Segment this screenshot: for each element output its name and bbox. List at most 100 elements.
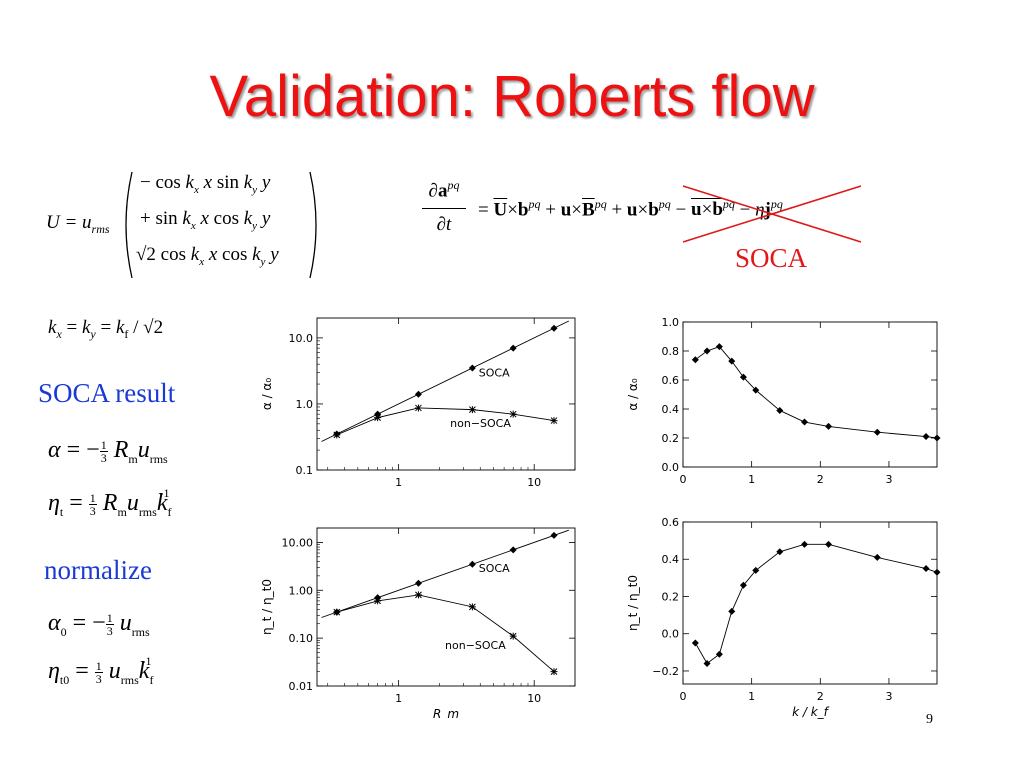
data-point — [550, 668, 558, 676]
data-point — [715, 650, 723, 658]
series-line — [694, 543, 938, 665]
x-axis-label: k / k_f — [792, 705, 830, 719]
data-point — [933, 434, 941, 442]
data-point — [873, 428, 881, 436]
eta-vs-k-chart: 0 1 2 3 −0.2 0.0 0.2 0.4 0.6 η_t / η_t0k / k_f — [626, 516, 941, 719]
y-tick-label: −0.2 — [652, 665, 679, 678]
norm-alpha-equation: α0 = −1 3 urms — [48, 610, 150, 639]
alpha-vs-rm-chart: 1 10 0.1 1.0 10.0 α / α₀ SOCA non−SOCA — [260, 317, 576, 489]
normalize-label: normalize — [44, 555, 152, 585]
eta-vs-rm-chart: 1 10 0.01 0.10 1.00 10.00 η_t / η_t0 R_m SOCA non… — [260, 527, 576, 720]
induction-denominator: ∂t — [436, 214, 452, 235]
velocity-lhs-sub: rms — [91, 221, 110, 236]
data-point — [703, 347, 711, 355]
data-point — [873, 553, 881, 561]
plot-frame — [316, 317, 576, 471]
data-point — [776, 406, 784, 414]
series-line — [321, 320, 569, 442]
y-tick-label: 0.1 — [296, 464, 314, 477]
x-tick-label: 1 — [395, 476, 402, 489]
data-point — [703, 660, 711, 668]
x-tick-label: 2 — [817, 473, 824, 486]
soca-cross-mark — [682, 185, 862, 243]
velocity-row-1: − cos kx x sin ky y — [140, 172, 271, 196]
data-point — [374, 597, 382, 605]
data-point — [374, 414, 382, 422]
y-tick-label: 10.00 — [282, 536, 314, 549]
y-tick-label: 0.8 — [662, 345, 680, 358]
data-point — [825, 422, 833, 430]
data-point — [752, 566, 760, 574]
y-tick-label: 1.0 — [296, 398, 314, 411]
y-tick-label: 0.4 — [662, 403, 680, 416]
soca-result-label: SOCA result — [38, 378, 176, 408]
data-point — [728, 607, 736, 615]
data-point — [776, 548, 784, 556]
x-tick-label: 0 — [680, 473, 687, 486]
y-tick-label: 0.2 — [662, 432, 680, 445]
data-point — [509, 632, 517, 640]
series-label: SOCA — [479, 367, 510, 380]
data-point — [691, 639, 699, 647]
y-tick-label: 10.0 — [289, 332, 314, 345]
series-line — [336, 594, 555, 672]
data-point — [468, 603, 476, 611]
velocity-lhs-text: U = u — [46, 212, 92, 233]
velocity-equation-lhs: U = urms — [46, 212, 110, 237]
plot-frame — [682, 521, 938, 685]
y-tick-label: 0.2 — [662, 590, 680, 603]
data-point — [933, 568, 941, 576]
slide-title: Validation: Roberts flow — [209, 64, 815, 129]
page-number: 9 — [926, 712, 933, 727]
x-tick-label: 1 — [748, 473, 755, 486]
data-point — [801, 540, 809, 548]
x-tick-label: 10 — [527, 692, 541, 705]
data-point — [468, 406, 476, 414]
y-tick-label: 0.6 — [662, 516, 680, 529]
y-tick-label: 1.0 — [662, 316, 680, 329]
alpha-vs-k-chart: 0 1 2 3 0.0 0.2 0.4 0.6 0.8 1.0 α / α₀ — [626, 316, 941, 486]
plot-frame — [316, 527, 576, 687]
x-tick-label: 3 — [885, 690, 892, 703]
data-point — [468, 364, 476, 372]
data-point — [739, 373, 747, 381]
x-axis-label: R_m — [433, 707, 459, 720]
velocity-row-2: + sin kx x cos ky y — [140, 208, 271, 232]
data-point — [509, 344, 517, 352]
series-line — [336, 407, 555, 436]
data-point — [414, 579, 422, 587]
induction-numerator: ∂apq — [428, 178, 460, 202]
data-point — [922, 565, 930, 573]
data-point — [752, 386, 760, 394]
data-point — [801, 418, 809, 426]
y-axis-label: α / α₀ — [626, 378, 640, 410]
x-tick-label: 2 — [817, 690, 824, 703]
data-point — [333, 431, 341, 439]
data-point — [468, 560, 476, 568]
y-axis-label: η_t / η_t0 — [260, 579, 274, 635]
data-point — [825, 540, 833, 548]
data-point — [550, 531, 558, 539]
y-tick-label: 0.0 — [662, 461, 680, 474]
soca-alpha-equation: α = −1 3 Rmurms — [48, 437, 168, 466]
data-point — [509, 546, 517, 554]
induction-fraction-bar — [422, 208, 466, 209]
series-label: non−SOCA — [450, 417, 511, 430]
series-label: SOCA — [479, 562, 510, 575]
x-tick-label: 10 — [527, 476, 541, 489]
data-point — [715, 343, 723, 351]
velocity-matrix: − cos kx x sin ky y + sin kx x cos ky y … — [118, 168, 324, 282]
k-relation-equation: kx = ky = kf / √2 — [48, 317, 164, 341]
x-tick-label: 3 — [885, 473, 892, 486]
series-label: non−SOCA — [445, 639, 506, 652]
data-point — [414, 591, 422, 599]
data-point — [550, 417, 558, 425]
y-tick-label: 0.6 — [662, 374, 680, 387]
x-tick-label: 0 — [680, 690, 687, 703]
data-point — [739, 581, 747, 589]
data-point — [550, 324, 558, 332]
data-point — [509, 410, 517, 418]
soca-cross-label: SOCA — [735, 243, 808, 273]
data-point — [333, 608, 341, 616]
